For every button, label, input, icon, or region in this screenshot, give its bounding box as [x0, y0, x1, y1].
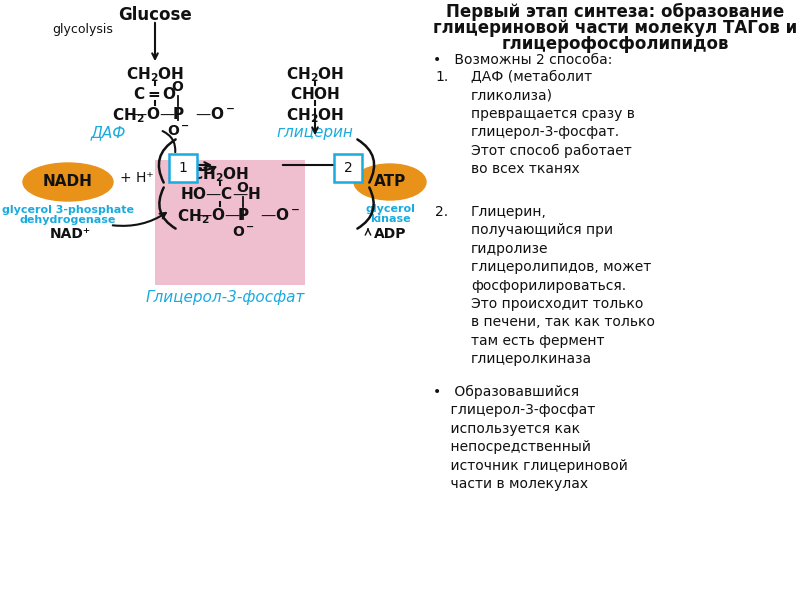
- Text: glycerol 3-phosphate: glycerol 3-phosphate: [2, 205, 134, 215]
- Text: 1: 1: [178, 161, 187, 175]
- Text: $\mathbf{CH_2OH}$: $\mathbf{CH_2OH}$: [286, 106, 344, 125]
- Text: $\mathbf{CH_2}$: $\mathbf{CH_2}$: [112, 106, 144, 125]
- Text: Глицерин,
получающийся при
гидролизе
глицеролипидов, может
фосфорилироваться.
Эт: Глицерин, получающийся при гидролизе гли…: [471, 205, 655, 366]
- Text: NADH: NADH: [43, 175, 93, 190]
- Text: глицерин: глицерин: [277, 125, 354, 140]
- Text: $\mathbf{O}$: $\mathbf{O}$: [237, 181, 250, 195]
- FancyBboxPatch shape: [334, 154, 362, 182]
- Text: ADP: ADP: [374, 227, 406, 241]
- Text: $\mathbf{—O^-}$: $\mathbf{—O^-}$: [195, 106, 235, 122]
- Text: $\mathbf{CHOH}$: $\mathbf{CHOH}$: [290, 86, 340, 102]
- Text: •   Возможны 2 способа:: • Возможны 2 способа:: [433, 53, 612, 67]
- Text: 2: 2: [344, 161, 352, 175]
- Text: Glucose: Glucose: [118, 6, 192, 24]
- Text: $\mathbf{C=O}$: $\mathbf{C=O}$: [133, 86, 177, 102]
- Text: dehydrogenase: dehydrogenase: [20, 215, 116, 225]
- Text: ATP: ATP: [374, 175, 406, 190]
- Text: $\mathbf{O}$: $\mathbf{O}$: [171, 80, 185, 94]
- Text: $\mathbf{P}$: $\mathbf{P}$: [237, 207, 250, 223]
- Text: 2.: 2.: [435, 205, 448, 219]
- Text: kinase: kinase: [370, 214, 410, 224]
- Text: Первый этап синтеза: образование: Первый этап синтеза: образование: [446, 3, 784, 21]
- FancyBboxPatch shape: [169, 154, 197, 182]
- Text: $\mathbf{CH_2OH}$: $\mathbf{CH_2OH}$: [126, 65, 184, 84]
- Text: $\mathbf{P}$: $\mathbf{P}$: [172, 106, 184, 122]
- Text: $\mathbf{CH_2OH}$: $\mathbf{CH_2OH}$: [286, 65, 344, 84]
- Text: glycolysis: glycolysis: [52, 23, 113, 37]
- Text: $\mathbf{O^-}$: $\mathbf{O^-}$: [231, 225, 254, 239]
- Text: $\mathbf{—O^-}$: $\mathbf{—O^-}$: [260, 207, 300, 223]
- Text: глицерофосфолипидов: глицерофосфолипидов: [502, 35, 729, 53]
- Text: $\mathbf{—O—}$: $\mathbf{—O—}$: [130, 106, 175, 122]
- Ellipse shape: [354, 164, 426, 200]
- Text: $\mathbf{HO—C—H}$: $\mathbf{HO—C—H}$: [180, 186, 260, 202]
- Text: Глицерол-3-фосфат: Глицерол-3-фосфат: [146, 290, 305, 305]
- Text: $\mathbf{—O—}$: $\mathbf{—O—}$: [196, 207, 240, 223]
- Text: glycerol: glycerol: [365, 204, 415, 214]
- Text: NAD⁺: NAD⁺: [50, 227, 90, 241]
- Text: •   Образовавшийся
    глицерол-3-фосфат
    используется как
    непосредственн: • Образовавшийся глицерол-3-фосфат испол…: [433, 385, 628, 491]
- Text: $\mathbf{CH_2}$: $\mathbf{CH_2}$: [177, 207, 210, 226]
- Text: 1.: 1.: [435, 70, 448, 84]
- Text: $\mathbf{CH_2OH}$: $\mathbf{CH_2OH}$: [191, 165, 249, 184]
- Text: ДАФ: ДАФ: [90, 125, 126, 140]
- Text: глицериновой части молекул ТАГов и: глицериновой части молекул ТАГов и: [433, 19, 797, 37]
- Text: + H⁺: + H⁺: [120, 171, 154, 185]
- FancyBboxPatch shape: [155, 160, 305, 285]
- Text: ДАФ (метаболит
гликолиза)
превращается сразу в
глицерол-3-фосфат.
Этот способ ра: ДАФ (метаболит гликолиза) превращается с…: [471, 70, 635, 176]
- Ellipse shape: [23, 163, 113, 201]
- Text: $\mathbf{O^-}$: $\mathbf{O^-}$: [166, 124, 190, 138]
